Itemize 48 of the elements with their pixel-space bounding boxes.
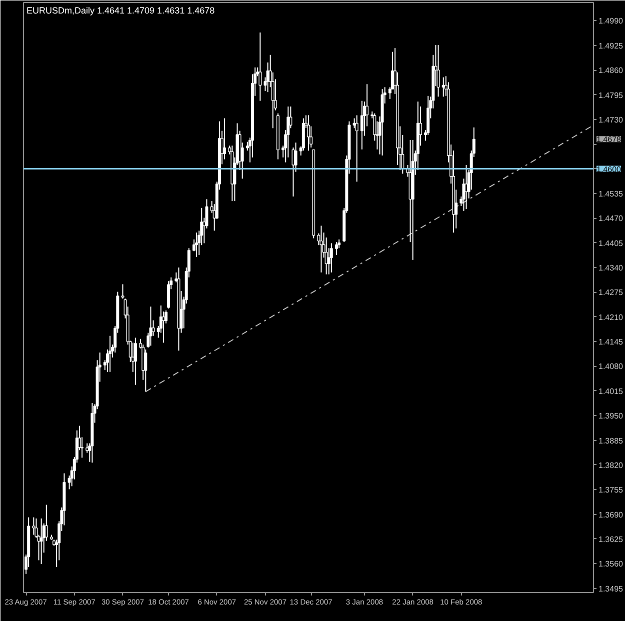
y-tick-label: 1.4275 bbox=[598, 288, 624, 298]
candlestick bbox=[334, 242, 338, 256]
y-tick-label: 1.4015 bbox=[598, 386, 624, 396]
y-tick-label: 1.4860 bbox=[598, 66, 624, 76]
y-tick-label: 1.4145 bbox=[598, 338, 624, 347]
candlestick bbox=[195, 232, 198, 258]
y-tick-label: 1.4405 bbox=[598, 238, 624, 248]
candlestick bbox=[307, 114, 310, 152]
candlestick bbox=[230, 145, 234, 202]
candlestick bbox=[271, 72, 274, 129]
candlestick bbox=[320, 225, 323, 273]
y-tick-label: 1.4340 bbox=[598, 264, 624, 273]
candlestick bbox=[152, 320, 155, 336]
candlestick bbox=[27, 516, 30, 568]
text: 1.4678 bbox=[596, 135, 622, 144]
candlestick bbox=[177, 267, 180, 352]
y-tick-label: 1.4210 bbox=[598, 312, 624, 322]
ref-line-label: 1.4600 bbox=[596, 164, 622, 174]
y-tick-label: 1.3820 bbox=[598, 460, 624, 470]
y-tick-label: 1.4730 bbox=[598, 115, 624, 124]
y-tick-label: 1.3755 bbox=[598, 486, 624, 495]
y-tick-label: 1.4795 bbox=[598, 90, 624, 100]
y-tick-label: 1.4990 bbox=[598, 16, 624, 26]
candlestick bbox=[258, 32, 262, 102]
candlestick bbox=[360, 100, 364, 150]
y-tick-label: 1.3495 bbox=[598, 584, 624, 594]
y-tick-label: 1.3560 bbox=[598, 560, 624, 569]
y-tick-label: 1.4470 bbox=[598, 214, 624, 224]
candlestick bbox=[380, 88, 384, 156]
candlestick bbox=[90, 402, 94, 464]
y-tick-label: 1.4925 bbox=[598, 41, 624, 50]
candlestick bbox=[108, 335, 112, 372]
candlestick bbox=[464, 164, 468, 210]
y-tick-label: 1.3625 bbox=[598, 534, 624, 544]
y-tick-label: 1.3885 bbox=[598, 436, 624, 446]
candlestick bbox=[134, 337, 137, 386]
y-tick-label: 1.3950 bbox=[598, 412, 624, 421]
y-tick-label: 1.3690 bbox=[598, 510, 624, 520]
chart-title: EURUSDm,Daily 1.4641 1.4709 1.4631 1.4678 bbox=[26, 6, 215, 16]
candlestick bbox=[355, 114, 358, 182]
candlestick bbox=[32, 516, 36, 536]
candlestick bbox=[330, 242, 333, 273]
y-tick-label: 1.4080 bbox=[598, 362, 624, 372]
candlestick bbox=[436, 44, 440, 98]
candlestick bbox=[462, 178, 466, 212]
candlestick bbox=[34, 518, 38, 538]
y-tick-label: 1.4535 bbox=[598, 189, 624, 198]
candlestick bbox=[149, 306, 152, 346]
